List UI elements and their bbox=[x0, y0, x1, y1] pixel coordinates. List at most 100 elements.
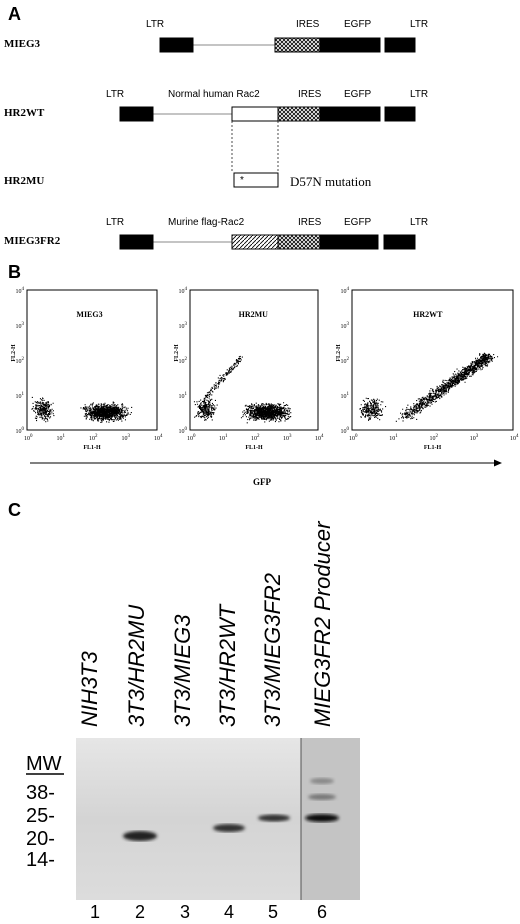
tick-exponent: 4 bbox=[347, 287, 350, 292]
y-tick-label: 102 bbox=[16, 357, 25, 365]
tick-base: 10 bbox=[283, 436, 289, 442]
tick-base: 10 bbox=[16, 289, 22, 295]
plot-frame bbox=[26, 289, 158, 431]
plot-frame bbox=[189, 289, 319, 431]
y-tick-label: 103 bbox=[16, 322, 25, 330]
tick-base: 10 bbox=[89, 436, 95, 442]
element-box bbox=[233, 172, 279, 188]
element-box bbox=[319, 106, 381, 122]
x-tick-label: 102 bbox=[430, 434, 439, 442]
x-tick-label: 104 bbox=[315, 434, 324, 442]
plot-frame bbox=[351, 289, 514, 431]
tick-exponent: 3 bbox=[128, 434, 131, 439]
x-tick-label: 103 bbox=[122, 434, 131, 442]
element-box bbox=[119, 106, 154, 122]
element-box bbox=[159, 37, 194, 53]
element-box bbox=[119, 234, 154, 250]
tick-exponent: 3 bbox=[22, 322, 25, 327]
band bbox=[213, 824, 245, 832]
tick-exponent: 2 bbox=[347, 357, 350, 362]
construct-name: MIEG3 bbox=[4, 38, 41, 50]
lane-number: 5 bbox=[268, 902, 278, 922]
tick-exponent: 3 bbox=[289, 434, 292, 439]
y-tick-label: 103 bbox=[179, 322, 188, 330]
tick-base: 10 bbox=[24, 436, 30, 442]
tick-base: 10 bbox=[349, 436, 355, 442]
tick-base: 10 bbox=[389, 436, 395, 442]
x-tick-label: 101 bbox=[389, 434, 398, 442]
tick-exponent: 4 bbox=[160, 434, 163, 439]
tick-exponent: 4 bbox=[321, 434, 324, 439]
x-tick-label: 101 bbox=[219, 434, 228, 442]
dot-cloud bbox=[193, 355, 292, 424]
tick-base: 10 bbox=[341, 324, 347, 330]
band bbox=[305, 814, 339, 822]
mw-marker: 38- bbox=[26, 782, 55, 804]
element-box bbox=[384, 106, 416, 122]
tick-exponent: 0 bbox=[347, 427, 350, 432]
y-tick-label: 104 bbox=[179, 287, 188, 295]
tick-exponent: 1 bbox=[225, 434, 228, 439]
tick-base: 10 bbox=[510, 436, 516, 442]
element-box bbox=[231, 234, 279, 250]
y-tick-label: 101 bbox=[16, 392, 25, 400]
lane-number: 1 bbox=[90, 902, 100, 922]
x-tick-label: 104 bbox=[154, 434, 163, 442]
x-tick-label: 100 bbox=[24, 434, 33, 442]
x-tick-label: 102 bbox=[251, 434, 260, 442]
mw-marker: 25- bbox=[26, 805, 55, 827]
tick-base: 10 bbox=[16, 359, 22, 365]
panel-label: A bbox=[8, 4, 21, 24]
lane-label: 3T3/MIEG3FR2 bbox=[260, 573, 285, 727]
panel-label: B bbox=[8, 262, 21, 282]
element-box bbox=[277, 234, 321, 250]
y-tick-label: 102 bbox=[179, 357, 188, 365]
tick-exponent: 2 bbox=[257, 434, 260, 439]
panel-label: C bbox=[8, 500, 21, 520]
lane-number: 6 bbox=[317, 902, 327, 922]
element-label: Normal human Rac2 bbox=[168, 89, 260, 100]
arrow-head bbox=[494, 459, 502, 467]
x-tick-label: 100 bbox=[349, 434, 358, 442]
tick-exponent: 4 bbox=[22, 287, 25, 292]
y-tick-label: 101 bbox=[179, 392, 188, 400]
lane-number: 4 bbox=[224, 902, 234, 922]
tick-base: 10 bbox=[179, 359, 185, 365]
tick-exponent: 2 bbox=[185, 357, 188, 362]
plot-title: HR2WT bbox=[413, 310, 443, 319]
arrow-label: GFP bbox=[253, 477, 271, 487]
dot-cloud bbox=[359, 352, 499, 422]
dot-cloud bbox=[31, 396, 133, 423]
element-label: LTR bbox=[146, 19, 164, 30]
lane-number: 3 bbox=[180, 902, 190, 922]
tick-base: 10 bbox=[187, 436, 193, 442]
y-tick-label: 100 bbox=[179, 427, 188, 435]
element-box bbox=[319, 37, 381, 53]
tick-exponent: 0 bbox=[30, 434, 33, 439]
element-label: LTR bbox=[410, 217, 428, 228]
tick-base: 10 bbox=[179, 429, 185, 435]
plot-title: MIEG3 bbox=[76, 310, 102, 319]
tick-exponent: 1 bbox=[63, 434, 66, 439]
tick-base: 10 bbox=[341, 359, 347, 365]
mw-label: MW bbox=[26, 753, 62, 775]
element-label: EGFP bbox=[344, 89, 372, 100]
tick-base: 10 bbox=[219, 436, 225, 442]
element-box bbox=[231, 106, 279, 122]
band bbox=[308, 794, 336, 800]
tick-base: 10 bbox=[179, 394, 185, 400]
tick-base: 10 bbox=[341, 289, 347, 295]
tick-exponent: 0 bbox=[185, 427, 188, 432]
element-label: * bbox=[240, 175, 244, 186]
tick-exponent: 1 bbox=[347, 392, 350, 397]
element-box bbox=[277, 106, 321, 122]
y-tick-label: 102 bbox=[341, 357, 350, 365]
tick-exponent: 1 bbox=[22, 392, 25, 397]
lane-label: MIEG3FR2 Producer bbox=[310, 520, 335, 727]
tick-exponent: 4 bbox=[185, 287, 188, 292]
element-label: LTR bbox=[410, 89, 428, 100]
tick-exponent: 3 bbox=[476, 434, 479, 439]
x-tick-label: 103 bbox=[283, 434, 292, 442]
element-label: LTR bbox=[410, 19, 428, 30]
y-tick-label: 104 bbox=[16, 287, 25, 295]
